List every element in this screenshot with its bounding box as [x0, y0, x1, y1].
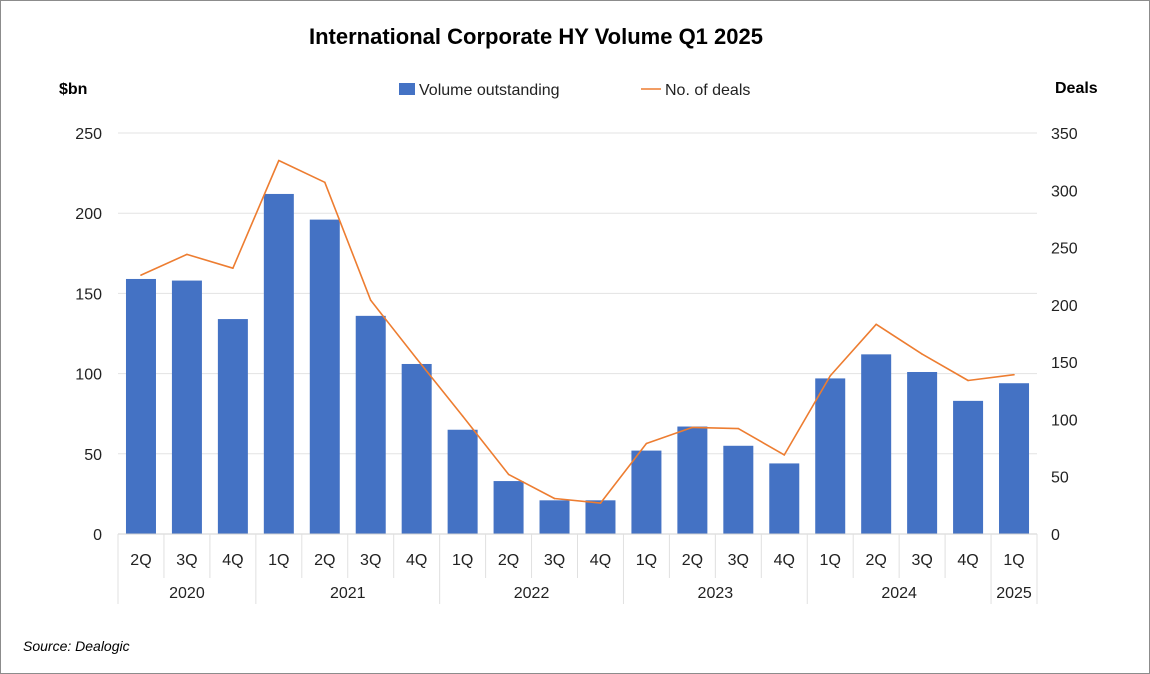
deals-point	[921, 353, 923, 355]
quarter-label: 3Q	[360, 552, 381, 569]
deals-point	[783, 454, 786, 456]
right-tick-label: 100	[1051, 412, 1078, 429]
right-tick-label: 200	[1051, 298, 1078, 315]
volume-bar	[861, 354, 892, 534]
volume-bar	[447, 429, 478, 534]
year-label: 2023	[698, 585, 734, 602]
volume-bar	[815, 378, 846, 534]
right-tick-label: 50	[1051, 470, 1069, 487]
year-label: 2020	[169, 585, 205, 602]
volume-bar	[723, 445, 754, 534]
right-tick-label: 250	[1051, 241, 1078, 258]
legend-label-deals: No. of deals	[665, 82, 750, 99]
right-axis-unit: Deals	[1055, 80, 1098, 97]
left-tick-label: 200	[75, 206, 102, 223]
chart-title: International Corporate HY Volume Q1 202…	[309, 24, 763, 49]
left-tick-label: 50	[84, 447, 102, 464]
source-note: Source: Dealogic	[23, 638, 130, 654]
volume-bar	[769, 463, 800, 534]
legend-swatch-volume	[399, 83, 415, 95]
quarter-label: 1Q	[452, 552, 473, 569]
year-label: 2025	[996, 585, 1032, 602]
legend: Volume outstanding No. of deals	[399, 82, 750, 99]
deals-point	[323, 181, 326, 184]
quarter-label: 3Q	[911, 552, 932, 569]
volume-bar	[631, 450, 662, 534]
volume-bar	[125, 278, 156, 534]
volume-bar	[493, 481, 524, 534]
volume-bar	[677, 426, 708, 534]
deals-point	[829, 375, 832, 377]
left-axis-unit: $bn	[59, 81, 87, 98]
right-tick-label: 300	[1051, 183, 1078, 200]
quarter-label: 2Q	[498, 552, 519, 569]
volume-bar	[401, 363, 432, 534]
right-tick-label: 0	[1051, 527, 1060, 544]
volume-bar	[355, 315, 386, 534]
quarter-label: 3Q	[176, 552, 197, 569]
right-axis-ticks: 0 50 100 150 200 250 300 350	[1051, 126, 1078, 544]
volume-bar	[539, 500, 570, 534]
volume-bar	[585, 500, 616, 534]
deals-point	[967, 379, 969, 382]
quarter-label: 1Q	[1003, 552, 1024, 569]
deals-point	[507, 473, 510, 476]
quarter-label: 2Q	[130, 552, 151, 569]
left-axis-ticks: 0 50 100 150 200 250	[75, 126, 102, 544]
quarter-label: 1Q	[636, 552, 657, 569]
deals-point	[1013, 373, 1015, 376]
x-axis: 2Q 3Q 4Q 1Q 2Q 3Q 4Q 1Q 2Q 3Q 4Q 1Q 2Q 3Q 4Q 1Q 2Q 3Q 4Q 1Q…	[117, 533, 1038, 604]
deals-line	[140, 159, 1015, 504]
deals-point	[737, 427, 740, 430]
quarter-label: 4Q	[774, 552, 795, 569]
left-tick-label: 100	[75, 367, 102, 384]
volume-bar	[907, 371, 938, 534]
deals-point	[599, 502, 602, 504]
volume-bars	[125, 193, 1030, 534]
deals-point	[415, 357, 418, 360]
volume-bar	[171, 280, 202, 534]
quarter-label: 1Q	[820, 552, 841, 569]
volume-bar	[217, 319, 248, 534]
quarter-label: 3Q	[728, 552, 749, 569]
right-tick-label: 350	[1051, 126, 1078, 143]
deals-point	[186, 253, 188, 256]
quarter-label: 2Q	[314, 552, 335, 569]
deals-point	[691, 426, 694, 429]
quarter-label: 4Q	[590, 552, 611, 569]
quarter-label: 4Q	[222, 552, 243, 569]
volume-bar	[263, 193, 294, 534]
volume-bar	[999, 383, 1030, 534]
year-label: 2021	[330, 585, 366, 602]
deals-point	[369, 299, 372, 302]
volume-bar	[953, 400, 984, 534]
left-tick-label: 0	[93, 527, 102, 544]
deals-point	[461, 415, 464, 417]
deals-point	[232, 267, 234, 269]
volume-bar	[309, 219, 340, 534]
deals-point	[875, 323, 877, 326]
quarter-label: 4Q	[406, 552, 427, 569]
gridlines	[118, 132, 1037, 455]
year-label: 2024	[881, 585, 917, 602]
deals-line-layer	[140, 159, 1015, 504]
left-tick-label: 150	[75, 286, 102, 303]
left-tick-label: 250	[75, 126, 102, 143]
deals-point	[645, 442, 648, 445]
right-tick-label: 150	[1051, 355, 1078, 372]
year-label: 2022	[514, 585, 550, 602]
quarter-label: 4Q	[957, 552, 978, 569]
quarter-label: 2Q	[866, 552, 887, 569]
deals-point	[140, 274, 142, 276]
deals-point	[553, 497, 556, 500]
deals-point	[278, 159, 280, 162]
quarter-label: 3Q	[544, 552, 565, 569]
quarter-label: 2Q	[682, 552, 703, 569]
legend-label-volume: Volume outstanding	[419, 82, 560, 99]
quarter-label: 1Q	[268, 552, 289, 569]
